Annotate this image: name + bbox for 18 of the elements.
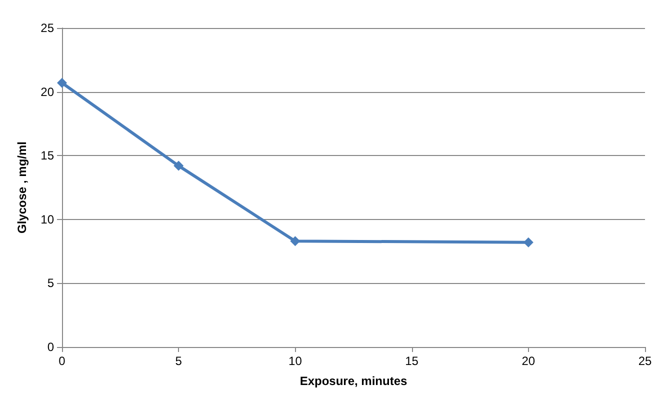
y-tick-label: 25 <box>40 21 54 35</box>
y-axis-title: Glycose , mg/ml <box>15 141 29 234</box>
y-tick-label: 0 <box>47 340 54 354</box>
x-tick-label: 5 <box>175 354 182 368</box>
x-axis-title: Exposure, minutes <box>300 374 408 388</box>
x-tick-label: 0 <box>58 354 66 368</box>
point <box>523 237 534 248</box>
y-tick-label: 20 <box>40 84 54 99</box>
x-tick-label: 10 <box>288 354 302 368</box>
point <box>57 78 67 88</box>
point <box>174 160 184 171</box>
x-tick-label: 15 <box>405 354 419 368</box>
y-tick-label: 10 <box>40 212 54 226</box>
x-tick-label: 20 <box>522 354 536 368</box>
y-tick-label: 5 <box>47 276 54 290</box>
x-tick-label: 25 <box>638 354 652 368</box>
point <box>290 236 300 246</box>
y-tick-label: 15 <box>40 148 54 163</box>
